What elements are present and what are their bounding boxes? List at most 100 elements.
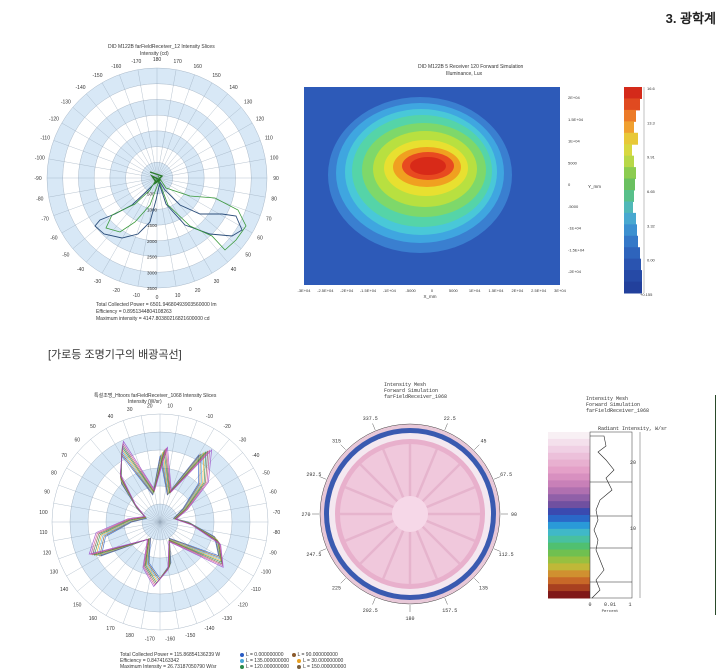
polar2-angle-label: 130: [50, 569, 59, 575]
heatmap-x-tick: 2E+04: [511, 288, 523, 293]
polar1-spoke: [61, 122, 158, 179]
polar2-spoke: [159, 521, 262, 560]
histogram-color-segment: [548, 591, 590, 599]
polar1-radial-label: 3500: [147, 286, 158, 291]
heatmap-subtitle: Illuminance, Lux: [446, 71, 483, 77]
colorbar-segment: [624, 201, 633, 214]
polar1-spoke: [119, 177, 158, 282]
colorbar-segment: [624, 190, 634, 202]
polar1-spoke: [86, 93, 158, 179]
polar2-legend-item: L = 30.000000000: [297, 658, 343, 664]
histogram-color-segment: [548, 501, 590, 509]
polar1-angle-label: -50: [62, 252, 69, 258]
polar2-angle-label: -100: [261, 569, 271, 575]
polar1-spoke: [156, 177, 266, 198]
legend-label: L = 120.000000000: [246, 664, 290, 670]
histogram-color-segment: [548, 473, 590, 481]
polar2-angle-label: -150: [185, 633, 195, 639]
polar1-title: DID M122B farFieldReceiver_12 Intensity …: [108, 44, 215, 50]
polar2-angle-label: 170: [106, 626, 115, 632]
polar1-spoke: [156, 107, 242, 179]
polar2-title: 특설조명_Htoors farFieldReceiver_1068 Intens…: [94, 393, 217, 399]
heatmap-x-tick: 2.5E+04: [531, 288, 547, 293]
polar2-angle-label: 10: [167, 403, 173, 409]
heatmap-y-tick: 1E+04: [568, 139, 580, 144]
polar2-spoke: [58, 484, 161, 523]
legend-swatch: [297, 664, 302, 669]
polar1-spoke: [156, 158, 266, 179]
polar1-angle-label: 40: [231, 267, 237, 273]
colorbar-tick: 13.3: [647, 120, 656, 125]
polar2-angle-label: 180: [126, 633, 135, 639]
colorbar-tick: 9.91: [647, 155, 656, 160]
polar1-angle-label: 30: [214, 279, 220, 285]
histogram-color-segment: [548, 508, 590, 516]
heatmap-x-label: X_mm: [423, 294, 436, 299]
radial-angle-label: 315: [332, 438, 341, 444]
polar1-angle-label: -30: [94, 279, 101, 285]
heatmap-x-tick: -2.5E+04: [317, 288, 334, 293]
polar1-radial-label: 2000: [147, 239, 158, 244]
radial-angle-label: 270: [301, 512, 310, 518]
polar1-angle-label: -160: [111, 64, 121, 70]
polar2-angle-label: -130: [222, 616, 232, 622]
polar1-chart: -170 180 170 -160 160 -150 150 -140 140 -130 130 -1…: [34, 57, 279, 301]
polar1-spoke: [156, 177, 261, 216]
legend-label: L = 135.000000000: [246, 658, 290, 664]
histogram-color-segment: [548, 459, 590, 468]
polar1-angle-label: 150: [212, 73, 221, 79]
polar1-angle-label: 70: [266, 217, 272, 223]
histogram-distribution: [590, 435, 615, 599]
polar1-radial-label: 1000: [147, 207, 158, 212]
polar1-series-green: [105, 175, 247, 251]
histogram-color-segment: [548, 570, 590, 578]
polar2-angle-label: 120: [43, 550, 52, 556]
polar1-radial-label: 2500: [147, 255, 158, 260]
polar1-angle-label: 180: [153, 57, 162, 63]
heatmap-x-tick: -5000: [406, 288, 417, 293]
histogram-x-tick: 0.01: [604, 602, 616, 608]
polar2-angle-label: -90: [269, 550, 276, 556]
histogram-color-segment: [548, 528, 590, 537]
heatmap-x-tick: 5000: [449, 288, 459, 293]
polar2-spoke: [141, 521, 161, 629]
figure-caption: [가로등 조명기구의 배광곡선]: [48, 349, 182, 361]
polar1-angle-label: 80: [271, 197, 277, 203]
colorbar-segment: [624, 87, 642, 99]
polar2-spoke: [122, 521, 161, 624]
histogram-color-segment: [548, 521, 590, 530]
histogram-color-segment: [548, 577, 590, 585]
polar1-angle-label: -90: [34, 176, 41, 182]
radial-angle-label: 225: [332, 586, 341, 592]
radial-angle-label: 247.5: [306, 552, 321, 558]
polar2-angle-label: 80: [51, 471, 57, 477]
heatmap-y-tick: -2E+04: [568, 269, 582, 274]
polar2-angle-label: 60: [74, 437, 80, 443]
colorbar-bottom-label: +0.155: [640, 292, 653, 297]
radial-angle-label: 22.5: [444, 416, 456, 422]
histogram-color-segment: [548, 445, 590, 454]
polar2-angle-label: 40: [108, 414, 114, 420]
histogram-color-segment: [548, 432, 590, 440]
heatmap-x-tick: 1E+04: [469, 288, 481, 293]
colorbar-segment: [624, 224, 637, 237]
histogram-color-segment: [548, 584, 590, 592]
polar2-angle-label: -50: [262, 471, 269, 477]
polar1-footer-efficiency: Efficiency = 0.8951344804108263: [96, 309, 172, 315]
polar2-angle-label: 20: [147, 403, 153, 409]
polar2-angle-label: 90: [44, 490, 50, 496]
polar1-angle-label: 60: [257, 236, 263, 242]
legend-swatch: [240, 658, 244, 663]
polar1-spoke: [48, 177, 158, 198]
polar1-angle-label: 50: [245, 252, 251, 258]
colorbar-segment: [624, 212, 636, 225]
polar1-spoke: [156, 177, 213, 274]
histogram-color-segment: [548, 542, 590, 551]
heatmap-y-tick: 2E+04: [568, 95, 580, 100]
polar2-angle-label: 100: [39, 510, 48, 516]
polar2-angle-label: -70: [273, 510, 280, 516]
polar2-spoke: [159, 452, 243, 523]
polar1-spoke: [156, 93, 228, 179]
polar2-footer-power: Total Collected Power = 115.86854136239 …: [120, 652, 221, 658]
